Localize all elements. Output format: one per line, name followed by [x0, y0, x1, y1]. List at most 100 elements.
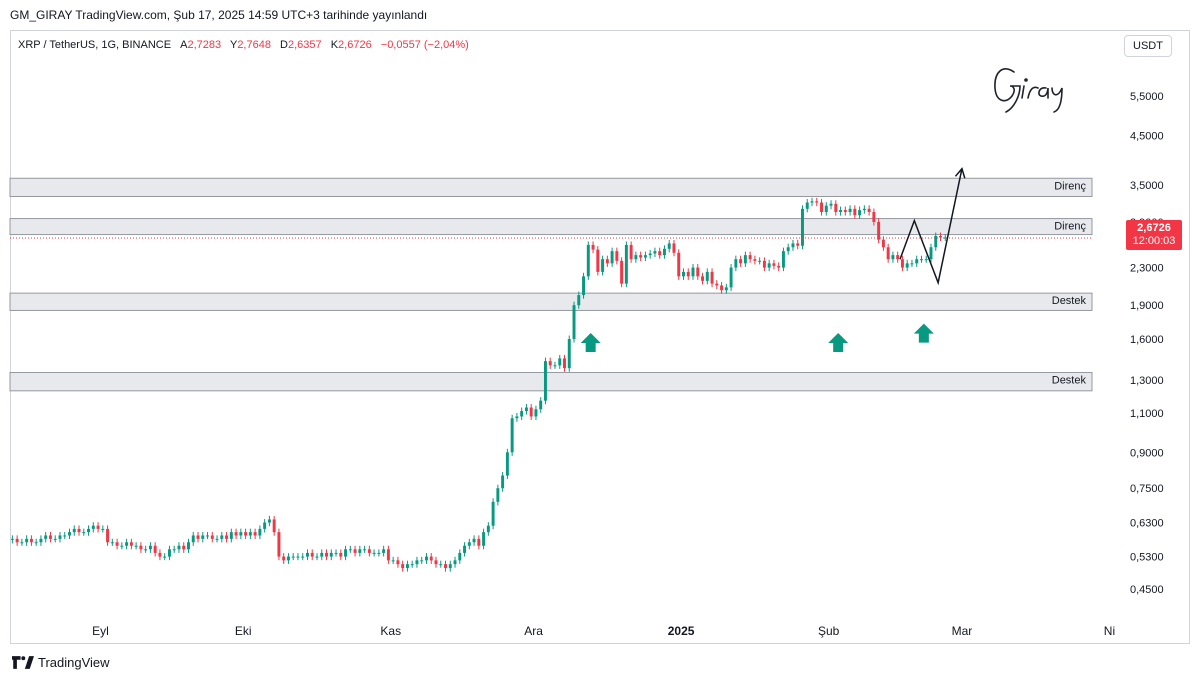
candle	[858, 206, 862, 219]
candle-body	[377, 552, 381, 554]
candle-body	[929, 247, 933, 260]
candle	[539, 397, 543, 413]
candle-body	[496, 488, 500, 502]
candle-body	[25, 538, 29, 543]
candle-body	[753, 259, 757, 261]
candle	[91, 522, 95, 533]
candle	[448, 560, 452, 572]
candle	[829, 200, 833, 210]
candle	[900, 255, 904, 272]
candle	[310, 549, 314, 561]
candle	[420, 556, 424, 564]
candle	[886, 243, 890, 263]
candle-body	[691, 267, 695, 277]
candle-body	[182, 545, 186, 550]
candle-body	[596, 249, 600, 272]
candle-body	[701, 276, 705, 281]
candle	[315, 553, 319, 561]
publication-caption: GM_GIRAY TradingView.com, Şub 17, 2025 1…	[10, 8, 428, 22]
change-value: −0,0557 (−2,04%)	[380, 39, 469, 51]
candle	[705, 268, 709, 285]
candle	[672, 239, 676, 257]
candle	[301, 553, 305, 561]
candle	[605, 255, 609, 267]
candle	[582, 272, 586, 299]
candle-body	[910, 263, 914, 265]
candle	[239, 528, 243, 540]
candle-body	[567, 339, 571, 369]
candle-body	[115, 542, 119, 546]
candle-body	[277, 532, 281, 557]
candle-body	[158, 552, 162, 557]
candle	[386, 545, 390, 564]
candle-body	[891, 255, 895, 260]
candle	[396, 556, 400, 568]
candle-body	[320, 552, 324, 557]
candle	[220, 531, 224, 543]
candle	[896, 251, 900, 263]
candle	[805, 199, 809, 213]
candle-body	[448, 564, 452, 569]
candle-body	[82, 532, 86, 534]
candle-body	[58, 535, 62, 539]
zone-rect	[9, 292, 1093, 311]
candle	[515, 412, 519, 422]
candle	[872, 208, 876, 226]
price-tick-label: 3,5000	[1130, 180, 1164, 192]
candle-body	[20, 542, 24, 544]
candle-body	[601, 259, 605, 272]
candle	[225, 531, 229, 543]
candle	[377, 549, 381, 557]
candle-body	[696, 267, 700, 277]
candle	[367, 545, 371, 557]
symbol-name[interactable]: XRP / TetherUS, 1G, BINANCE	[18, 39, 172, 51]
candle-body	[634, 255, 638, 260]
candle-body	[586, 244, 590, 277]
candle	[253, 528, 257, 540]
candle-body	[477, 538, 481, 546]
candle	[348, 545, 352, 553]
candle	[682, 268, 685, 280]
candle-body	[472, 538, 476, 543]
candle-body	[796, 243, 800, 246]
candle	[434, 556, 438, 568]
candle	[634, 251, 638, 263]
candle-body	[748, 255, 752, 260]
candle	[201, 531, 205, 543]
candle-body	[225, 535, 229, 539]
candle-body	[348, 549, 352, 551]
candle-body	[177, 545, 181, 550]
candle	[472, 535, 476, 546]
price-tick-label: 0,4500	[1130, 584, 1164, 596]
price-tick-label: 0,7500	[1130, 483, 1164, 495]
candle-body	[329, 552, 333, 557]
candle-body	[301, 556, 305, 558]
candle-body	[710, 271, 714, 284]
candle	[286, 553, 290, 564]
candle-body	[463, 545, 467, 553]
currency-button[interactable]: USDT	[1124, 35, 1172, 57]
candle	[701, 272, 705, 285]
candle-body	[63, 535, 67, 537]
candle	[353, 545, 357, 557]
candle-body	[682, 271, 685, 277]
price-tick-label: 1,6000	[1130, 334, 1164, 346]
candle	[444, 560, 447, 572]
candle	[129, 538, 133, 550]
zone-label: Destek	[1052, 374, 1087, 386]
candle-body	[772, 263, 776, 266]
candle	[929, 243, 933, 263]
candle-body	[686, 271, 690, 277]
candle-body	[110, 542, 114, 544]
candle	[144, 545, 148, 553]
candle-body	[715, 283, 719, 286]
candle	[529, 403, 533, 420]
tradingview-footer[interactable]: TradingView	[12, 655, 110, 670]
candle	[601, 255, 605, 276]
zones-layer: Direnç Direnç Destek Destek	[9, 177, 1093, 392]
candle	[429, 553, 433, 564]
candle	[215, 535, 219, 543]
candle	[63, 531, 67, 540]
price-tick-label: 1,1000	[1130, 408, 1164, 420]
